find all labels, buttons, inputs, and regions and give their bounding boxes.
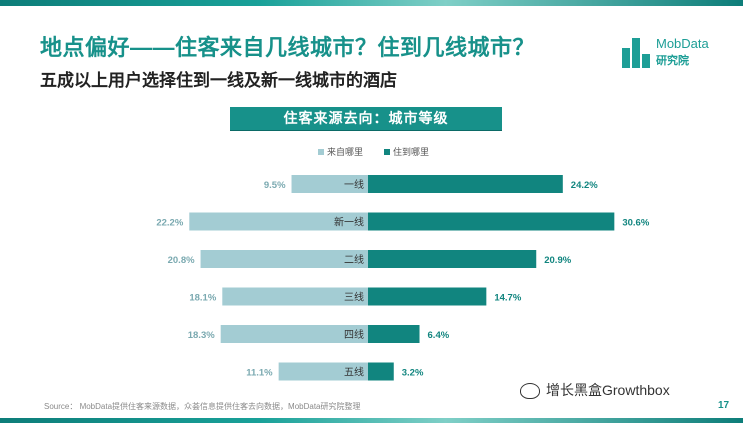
- wechat-icon: [520, 383, 540, 400]
- source-note: Source： MobData提供住客来源数据，众荟信息提供住客去向数据，Mob…: [44, 402, 361, 411]
- bar-right-2: [368, 212, 615, 231]
- category-label-3: 二线: [344, 253, 364, 266]
- category-label-2: 新一线: [334, 216, 364, 229]
- bar-left-2: [189, 212, 368, 231]
- watermark-text: 增长黑盒Growthbox: [546, 382, 670, 398]
- bar-left-5: [220, 325, 368, 343]
- bar-left-4: [222, 287, 368, 306]
- value-label-left-1: 9.5%: [264, 180, 286, 191]
- category-label-4: 三线: [344, 291, 364, 304]
- page-number: 17: [718, 400, 730, 411]
- value-label-left-6: 11.1%: [246, 368, 273, 379]
- value-label-right-1: 24.2%: [571, 180, 598, 191]
- chart-banner: 住客来源去向：城市等级: [230, 107, 502, 130]
- legend-label-1: 来自哪里: [327, 146, 363, 157]
- legend-swatch-2: [384, 149, 390, 155]
- bar-right-6: [368, 362, 394, 381]
- value-label-right-5: 6.4%: [428, 330, 450, 341]
- watermark: 增长黑盒Growthbox: [520, 380, 670, 400]
- bottom-accent-bar: [0, 418, 743, 423]
- mobdata-logo: MobData 研究院: [622, 34, 732, 70]
- bar-logo-icon: [622, 38, 650, 68]
- bar-left-3: [200, 250, 368, 268]
- category-label-5: 四线: [344, 328, 364, 341]
- value-label-right-2: 30.6%: [622, 218, 649, 229]
- legend-swatch-1: [318, 149, 324, 155]
- category-label-1: 一线: [344, 178, 364, 191]
- bar-right-3: [368, 250, 537, 268]
- page-title: 地点偏好——住客来自几线城市？住到几线城市？: [40, 35, 536, 60]
- value-label-left-4: 18.1%: [189, 293, 216, 304]
- value-label-left-3: 20.8%: [168, 255, 195, 266]
- top-accent-bar: [0, 0, 743, 6]
- page-subtitle: 五成以上用户选择住到一线及新一线城市的酒店: [40, 71, 397, 90]
- value-label-right-6: 3.2%: [402, 368, 424, 379]
- category-label-6: 五线: [344, 366, 364, 379]
- bar-left-6: [278, 362, 368, 381]
- value-label-right-4: 14.7%: [494, 293, 521, 304]
- value-label-right-3: 20.9%: [544, 255, 571, 266]
- bar-left-1: [291, 175, 368, 193]
- legend-label-2: 住到哪里: [393, 146, 429, 157]
- bar-right-1: [368, 175, 563, 193]
- bar-right-5: [368, 325, 420, 343]
- value-label-left-5: 18.3%: [188, 330, 215, 341]
- bar-right-4: [368, 287, 487, 306]
- value-label-left-2: 22.2%: [156, 218, 183, 229]
- logo-name: MobData: [656, 36, 709, 51]
- logo-subname: 研究院: [656, 55, 689, 67]
